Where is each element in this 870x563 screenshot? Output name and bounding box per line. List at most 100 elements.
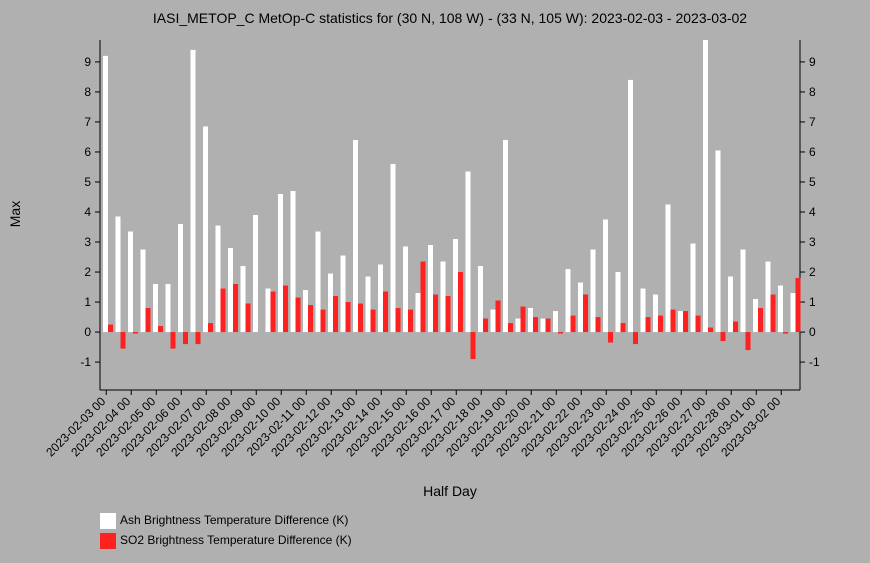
bar: [758, 308, 763, 333]
bar: [528, 308, 533, 333]
bar: [590, 249, 596, 333]
bar: [228, 248, 233, 333]
bar: [190, 49, 196, 333]
bar: [620, 323, 626, 333]
bar: [240, 266, 246, 333]
bar: [483, 318, 488, 333]
bar: [358, 303, 363, 333]
bar: [778, 285, 783, 333]
bar: [420, 261, 426, 333]
bar: [633, 332, 638, 345]
bar: [428, 245, 433, 333]
bar: [365, 276, 371, 333]
bar: [378, 264, 383, 333]
bar: [245, 303, 251, 333]
y-tick-label: 4: [84, 205, 91, 219]
bar: [745, 332, 751, 351]
bar: [508, 323, 513, 333]
bar: [253, 215, 258, 333]
bar: [690, 243, 696, 333]
y2-tick-label: 3: [809, 235, 816, 249]
y2-tick-label: 9: [809, 55, 816, 69]
bar: [108, 324, 113, 333]
bar: [433, 294, 438, 333]
bar: [178, 224, 183, 333]
bar: [565, 269, 571, 333]
bar: [215, 225, 221, 333]
bar: [720, 332, 726, 342]
bar: [308, 305, 313, 333]
bar: [765, 261, 771, 333]
bar: [415, 293, 421, 333]
bar: [595, 317, 601, 333]
bar: [315, 231, 321, 333]
y2-tick-label: 0: [809, 325, 816, 339]
y-tick-label: 1: [84, 295, 91, 309]
y2-tick-label: 8: [809, 85, 816, 99]
bar: [533, 317, 538, 333]
bar: [290, 190, 296, 333]
bar: [195, 332, 201, 345]
bar: [278, 193, 283, 333]
bar: [665, 204, 671, 333]
bar: [708, 327, 713, 333]
bar: [403, 246, 408, 333]
bar: [453, 239, 458, 333]
y-tick-label: 9: [84, 55, 91, 69]
bar: [615, 272, 621, 333]
bar: [445, 296, 451, 333]
y-tick-label: 7: [84, 115, 91, 129]
y2-tick-label: 5: [809, 175, 816, 189]
bar: [383, 291, 388, 333]
bar: [570, 315, 576, 333]
legend-swatch: [100, 533, 116, 549]
bar: [683, 311, 688, 333]
bar: [165, 284, 171, 333]
bar: [295, 297, 301, 333]
bar: [653, 294, 658, 333]
bar: [783, 332, 788, 334]
bar: [670, 309, 676, 333]
bar: [728, 276, 733, 333]
bar: [628, 79, 633, 333]
bar: [503, 139, 508, 333]
bar: [340, 255, 346, 333]
bar: [790, 293, 796, 333]
bar: [303, 290, 308, 333]
y2-tick-label: 1: [809, 295, 816, 309]
bar: [408, 309, 413, 333]
bar: [795, 278, 801, 333]
y2-tick-label: 6: [809, 145, 816, 159]
y2-tick-label: 4: [809, 205, 816, 219]
bar: [678, 311, 683, 333]
bar: [583, 294, 588, 333]
y-tick-label: 5: [84, 175, 91, 189]
bar: [495, 300, 501, 333]
bar: [345, 302, 351, 333]
bar: [645, 317, 651, 333]
bar: [733, 321, 738, 333]
bar: [120, 332, 126, 349]
bar: [515, 318, 521, 333]
bar: [520, 306, 526, 333]
bar: [133, 332, 138, 334]
bar: [553, 311, 558, 333]
legend-label: SO2 Brightness Temperature Difference (K…: [120, 533, 352, 547]
bar: [208, 323, 213, 333]
bar: [640, 288, 646, 333]
bar: [490, 309, 496, 333]
chart-title: IASI_METOP_C MetOp-C statistics for (30 …: [153, 10, 747, 26]
bar: [390, 163, 396, 333]
bar: [320, 309, 326, 333]
bar: [603, 219, 608, 333]
y-tick-label: -1: [80, 355, 91, 369]
bar: [395, 308, 401, 333]
bar: [558, 332, 563, 334]
y-axis-label: Max: [7, 201, 23, 227]
bar: [333, 296, 338, 333]
x-axis-label: Half Day: [423, 483, 477, 499]
y-tick-label: 0: [84, 325, 91, 339]
bar: [470, 332, 476, 360]
bar: [265, 288, 271, 333]
